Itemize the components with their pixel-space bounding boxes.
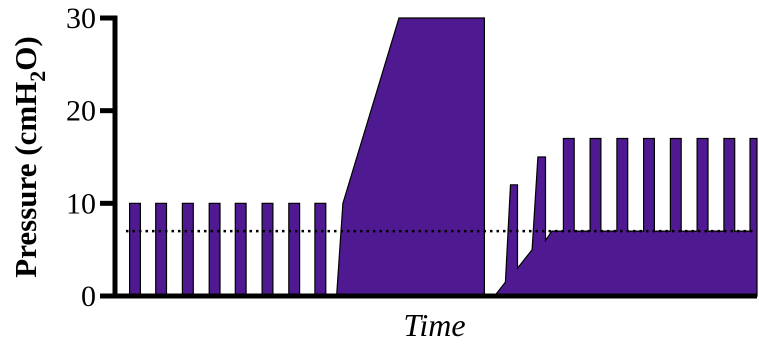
y-axis-title-subscript: 2 — [25, 71, 50, 82]
y-tick-label-0: 0 — [81, 280, 96, 313]
pressure-waveform-area — [120, 17, 758, 297]
plot-area — [120, 17, 758, 297]
x-axis-title: Time — [403, 307, 465, 343]
y-axis-title: Pressure (cmH2O) — [8, 36, 50, 277]
y-axis: 0 10 20 30 — [66, 2, 118, 313]
y-axis-title-end: O) — [8, 36, 43, 70]
y-tick-label-30: 30 — [66, 2, 96, 35]
y-tick-label-20: 20 — [66, 95, 96, 128]
y-axis-title-main: Pressure (cmH — [8, 82, 43, 278]
y-tick-label-10: 10 — [66, 187, 96, 220]
